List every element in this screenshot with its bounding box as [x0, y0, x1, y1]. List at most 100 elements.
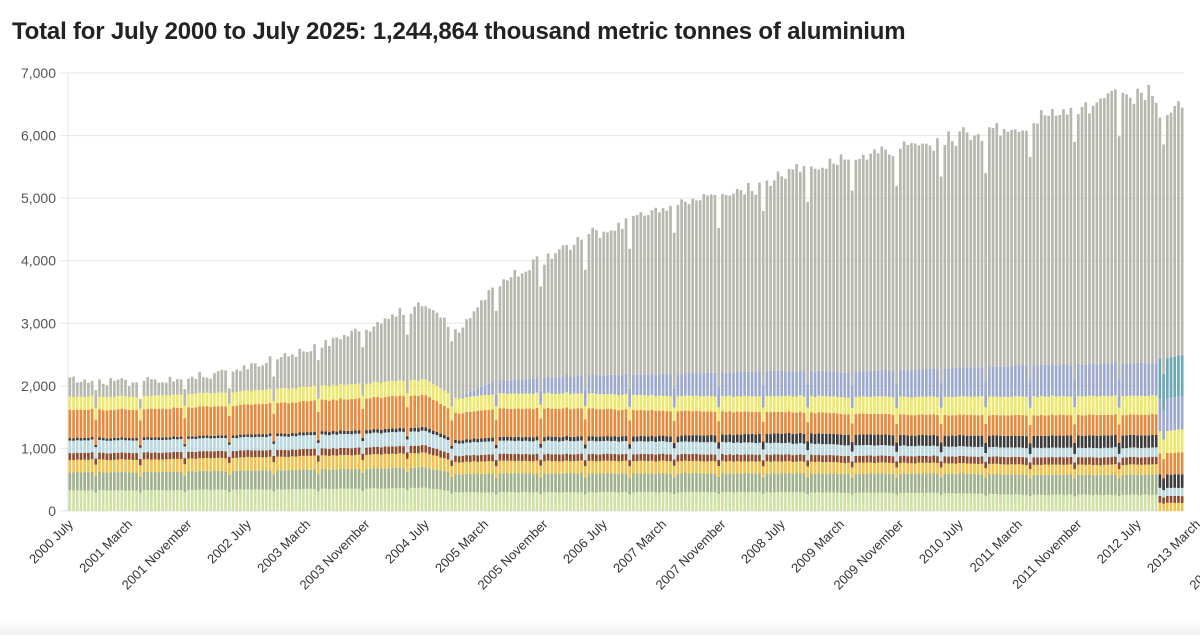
bar-segment-series-7 [227, 415, 231, 443]
bar-segment-series-1 [101, 490, 105, 511]
bar-segment-series-11 [309, 351, 313, 387]
bar-segment-series-3 [583, 466, 587, 478]
bar-segment-series-4 [791, 455, 795, 462]
bar-segment-series-2 [821, 473, 824, 493]
bar-segment-series-8 [780, 396, 784, 412]
bar-segment-series-6 [194, 436, 198, 439]
bar-segment-series-3 [962, 463, 965, 474]
bar-segment-series-4 [1177, 496, 1180, 503]
bar-segment-series-11 [290, 354, 294, 389]
bar-segment-series-1 [250, 489, 253, 511]
bar-segment-series-3 [350, 455, 353, 470]
bar-segment-series-5 [1132, 447, 1136, 457]
bar-segment-series-8 [1121, 396, 1125, 416]
bar-segment-series-5 [305, 435, 309, 449]
bar-segment-series-1 [302, 489, 305, 511]
bar-segment-series-8 [876, 396, 880, 414]
bar-segment-series-8 [1173, 430, 1177, 453]
bar-segment-series-7 [79, 409, 83, 439]
bar-segment-series-7 [1162, 459, 1165, 479]
bottom-fade [0, 621, 1200, 635]
bar-segment-series-3 [442, 458, 446, 472]
bar-segment-series-3 [220, 457, 224, 471]
bar-segment-series-4 [769, 454, 772, 462]
bar-segment-series-8 [832, 396, 835, 413]
bar-segment-series-9 [576, 375, 580, 394]
bar-segment-series-1 [572, 492, 576, 511]
bar-segment-series-1 [1091, 494, 1095, 511]
bar-segment-series-5 [457, 443, 461, 457]
bar-segment-series-4 [869, 455, 873, 463]
bar-segment-series-7 [810, 412, 813, 434]
bar-segment-series-3 [190, 458, 194, 472]
bar-segment-series-2 [1151, 474, 1154, 495]
bar-segment-series-6 [613, 436, 617, 441]
bar-segment-series-7 [494, 419, 498, 445]
bar-segment-series-9 [1084, 364, 1088, 397]
bar-segment-series-11 [843, 159, 847, 373]
bar-segment-series-3 [1102, 464, 1106, 475]
bar-segment-series-11 [583, 269, 587, 390]
bar-segment-series-3 [895, 467, 898, 478]
bar-segment-series-1 [839, 492, 843, 511]
bar-segment-series-2 [276, 470, 279, 490]
bar-segment-series-3 [758, 461, 761, 474]
bar-segment-series-7 [1043, 415, 1047, 436]
bar-segment-series-11 [283, 353, 287, 389]
bar-segment-series-6 [1106, 435, 1110, 448]
bar-segment-series-11 [869, 153, 873, 372]
bar-segment-series-7 [179, 407, 183, 437]
bar-segment-series-11 [780, 176, 784, 371]
bar-segment-series-1 [383, 488, 387, 511]
bar-segment-series-8 [561, 393, 565, 409]
bar-segment-series-3 [439, 457, 442, 471]
bar-segment-series-7 [361, 409, 365, 438]
bar-segment-series-4 [724, 454, 728, 462]
bar-segment-series-2 [672, 477, 676, 495]
bar-segment-series-3 [179, 458, 183, 472]
bar-segment-series-5 [235, 437, 239, 452]
bar-segment-series-8 [524, 393, 528, 409]
bar-segment-series-11 [687, 204, 691, 373]
bar-segment-series-11 [172, 381, 175, 395]
bar-segment-series-6 [813, 434, 817, 445]
bar-segment-series-3 [257, 457, 261, 471]
bar-segment-series-3 [869, 462, 873, 474]
bar-segment-series-8 [1084, 396, 1088, 416]
bar-segment-series-6 [287, 433, 290, 437]
bar-segment-series-4 [598, 454, 602, 462]
bar-segment-series-11 [765, 180, 769, 372]
bar-segment-series-3 [565, 460, 569, 474]
bar-segment-series-2 [1065, 474, 1069, 495]
bar-segment-series-8 [750, 396, 754, 412]
bar-segment-series-7 [261, 404, 264, 435]
bar-segment-series-11 [420, 306, 424, 380]
bar-segment-series-9 [1017, 365, 1021, 397]
bar-segment-series-11 [461, 327, 465, 397]
bar-segment-series-2 [142, 471, 146, 491]
bar-segment-series-8 [457, 398, 461, 414]
bar-segment-series-1 [1073, 496, 1076, 511]
bar-segment-series-5 [984, 453, 987, 462]
bar-segment-series-5 [595, 441, 598, 455]
bar-segment-series-11 [824, 168, 828, 372]
bar-segment-series-8 [1158, 431, 1162, 454]
bar-segment-series-9 [1125, 364, 1128, 397]
bar-segment-series-6 [1158, 474, 1162, 488]
bar-segment-series-7 [598, 409, 602, 437]
bar-segment-series-6 [1121, 435, 1125, 449]
bar-segment-series-6 [1028, 443, 1032, 454]
bar-segment-series-8 [79, 396, 83, 410]
bar-segment-series-4 [435, 448, 439, 456]
bar-segment-series-8 [120, 395, 124, 409]
bar-segment-series-1 [1032, 494, 1036, 511]
bar-segment-series-7 [1106, 414, 1110, 436]
bar-segment-series-11 [1017, 131, 1021, 366]
bar-segment-series-8 [628, 406, 632, 421]
bar-segment-series-5 [142, 440, 146, 453]
y-tick-label: 6,000 [21, 128, 56, 144]
bar-segment-series-9 [980, 366, 984, 397]
bar-segment-series-9 [1069, 365, 1073, 397]
bar-segment-series-7 [917, 414, 921, 436]
bar-segment-series-8 [962, 396, 965, 415]
